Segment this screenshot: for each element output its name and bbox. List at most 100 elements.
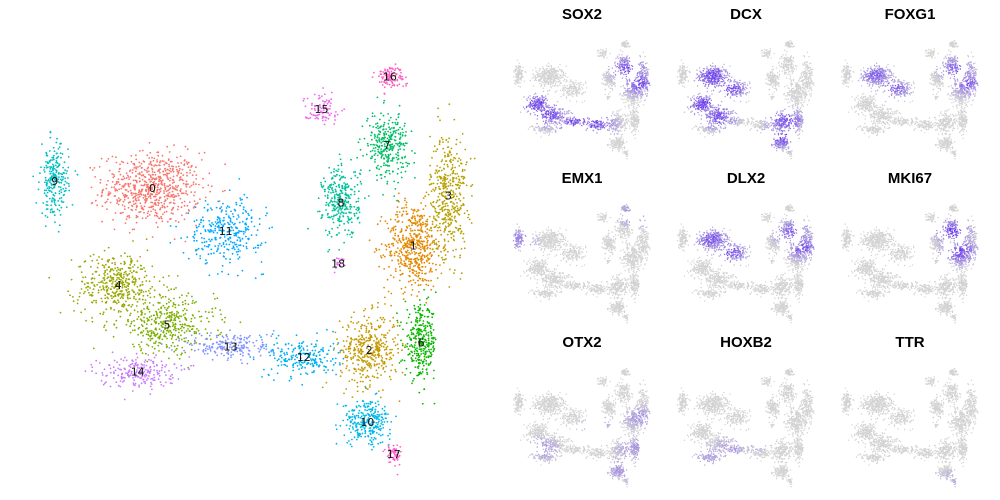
cell-point — [174, 349, 177, 351]
cell-point — [397, 263, 400, 265]
cell-point — [400, 166, 403, 169]
cell-point — [455, 195, 458, 198]
cell-point — [105, 285, 108, 288]
cell-point — [166, 175, 168, 178]
cell-point — [204, 262, 207, 265]
cell-point — [239, 240, 242, 243]
cell-point — [199, 198, 201, 201]
cell-point — [239, 204, 242, 207]
cell-point — [338, 248, 341, 251]
cell-point — [133, 162, 136, 165]
cell-point — [361, 367, 363, 370]
cell-point — [171, 182, 174, 184]
cell-point — [55, 171, 58, 174]
cell-point — [220, 245, 223, 247]
cell-point — [145, 190, 148, 193]
cell-point — [346, 194, 349, 197]
cell-point — [342, 419, 344, 422]
cell-point — [372, 406, 374, 409]
cell-point — [103, 265, 105, 267]
cell-point — [451, 232, 453, 235]
cell-point — [430, 227, 432, 230]
cell-point — [422, 352, 425, 355]
cell-point — [404, 197, 406, 200]
cell-point — [84, 308, 86, 311]
cell-point — [438, 139, 441, 142]
cell-point — [379, 441, 382, 444]
cell-point — [50, 176, 53, 179]
cell-point — [326, 214, 329, 216]
cell-point — [217, 245, 220, 247]
cell-point — [366, 142, 369, 145]
cell-point — [439, 208, 442, 211]
cell-point — [402, 298, 405, 301]
cell-point — [161, 204, 164, 207]
cell-point — [448, 137, 450, 140]
cell-point — [195, 219, 198, 222]
cell-point — [114, 295, 117, 298]
cell-point — [161, 326, 164, 328]
cell-point — [102, 313, 104, 316]
cell-point — [138, 180, 141, 183]
cell-point — [289, 375, 292, 378]
cell-point — [280, 348, 283, 351]
cell-point — [340, 198, 342, 201]
cell-point — [416, 331, 419, 333]
cell-point — [169, 299, 172, 302]
cell-point — [158, 328, 161, 330]
cell-point — [363, 403, 366, 405]
cell-point — [236, 336, 239, 339]
cell-point — [372, 446, 375, 448]
cell-point — [238, 237, 241, 239]
cell-point — [108, 191, 110, 193]
cell-point — [114, 195, 117, 197]
cell-point — [168, 188, 171, 191]
cell-point — [220, 223, 223, 226]
cell-point — [437, 246, 440, 248]
cell-point — [425, 360, 428, 362]
cell-point — [130, 320, 133, 323]
cell-point — [51, 210, 54, 213]
cell-point — [329, 216, 331, 219]
cell-point — [340, 162, 343, 165]
cell-point — [103, 326, 105, 328]
cell-point — [368, 386, 371, 388]
cell-point — [458, 179, 461, 182]
cell-point — [389, 351, 392, 354]
cell-point — [294, 362, 297, 365]
cell-point — [168, 172, 171, 175]
cell-point — [234, 339, 237, 341]
cell-point — [445, 185, 448, 188]
cell-point — [318, 350, 321, 353]
cell-point — [338, 206, 341, 208]
cell-point — [226, 234, 228, 236]
cell-point — [113, 309, 116, 311]
cell-point — [348, 440, 350, 442]
cell-point — [136, 181, 138, 184]
cell-point — [241, 344, 244, 347]
cell-point — [443, 178, 446, 181]
cell-point — [386, 332, 389, 334]
cell-point — [145, 333, 148, 336]
cell-point — [162, 173, 165, 176]
cell-point — [106, 273, 109, 275]
cell-point — [462, 237, 464, 240]
cell-point — [124, 270, 127, 273]
cell-point — [303, 359, 306, 362]
cell-point — [410, 258, 413, 261]
cell-point — [436, 165, 439, 167]
cell-point — [171, 165, 173, 168]
cell-point — [195, 174, 198, 177]
cell-point — [413, 346, 416, 349]
cell-point — [96, 259, 98, 261]
cell-point — [401, 214, 403, 217]
cell-point — [390, 255, 392, 257]
cell-point — [428, 215, 431, 218]
cell-point — [215, 334, 218, 337]
cell-point — [406, 335, 409, 337]
cell-point — [52, 173, 55, 175]
cell-point — [354, 348, 357, 351]
cell-point — [186, 236, 189, 239]
cell-point — [460, 248, 463, 250]
cell-point — [100, 157, 103, 160]
